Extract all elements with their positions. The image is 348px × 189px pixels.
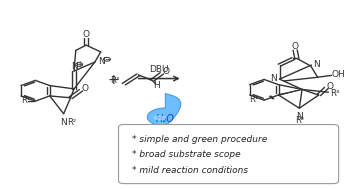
Text: O: O [163,67,169,76]
Text: R²: R² [67,118,76,127]
Text: −: − [104,55,110,64]
FancyBboxPatch shape [119,125,339,184]
Polygon shape [281,79,303,90]
Text: H₂O: H₂O [156,114,175,124]
Text: * simple and green procedure: * simple and green procedure [132,135,268,144]
Text: N: N [60,118,67,127]
Text: DBU: DBU [149,65,169,74]
Text: R³: R³ [110,76,120,84]
Text: +: + [76,60,82,69]
Polygon shape [147,94,181,126]
Text: R¹: R¹ [21,96,30,105]
Text: OH: OH [332,70,345,79]
Text: O: O [83,30,90,39]
Text: R²: R² [295,116,304,125]
Text: O: O [82,84,89,93]
Text: * mild reaction conditions: * mild reaction conditions [132,166,248,175]
Text: O: O [292,42,299,51]
Ellipse shape [153,115,166,120]
Text: N: N [98,57,104,66]
Text: N: N [296,112,303,121]
Text: N: N [314,60,321,69]
Polygon shape [278,89,302,96]
Text: N: N [71,62,77,71]
Text: H: H [153,81,160,90]
Text: N: N [270,74,277,83]
Text: R¹: R¹ [249,95,258,104]
Text: O: O [326,82,333,91]
Text: * broad substrate scope: * broad substrate scope [132,150,241,159]
Text: +: + [108,74,119,88]
Text: R³: R³ [330,89,339,98]
